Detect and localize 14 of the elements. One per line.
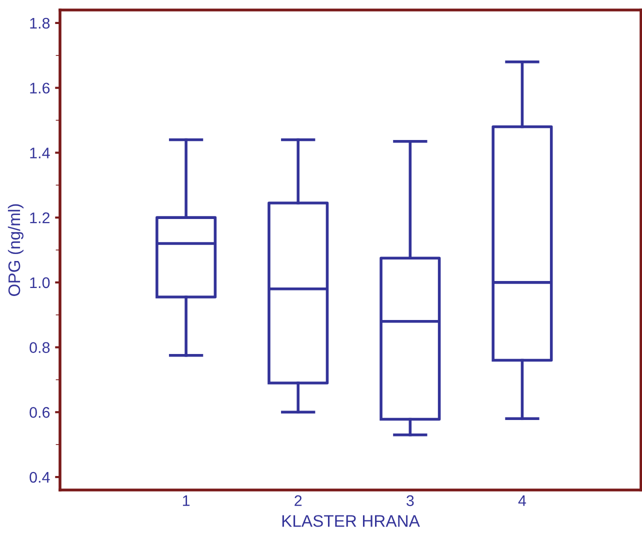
- y-tick-label: 0.6: [30, 407, 50, 418]
- x-axis-title: KLASTER HRANA: [282, 515, 420, 527]
- y-tick-label: 0.8: [30, 342, 50, 353]
- y-tick-label: 1.0: [30, 277, 50, 288]
- y-tick-label: 1.8: [30, 18, 50, 29]
- y-tick-label: 1.4: [30, 148, 50, 158]
- x-tick-label: 3: [406, 495, 414, 506]
- x-tick-label: 4: [518, 495, 526, 506]
- y-tick-label: 0.4: [30, 472, 50, 483]
- y-tick-label: 1.6: [30, 82, 50, 94]
- x-tick-label: 1: [182, 495, 190, 506]
- y-axis-title: OPG (ng/ml): [8, 204, 24, 296]
- x-tick-label: 2: [294, 495, 302, 506]
- y-tick-label: 1.2: [30, 212, 50, 224]
